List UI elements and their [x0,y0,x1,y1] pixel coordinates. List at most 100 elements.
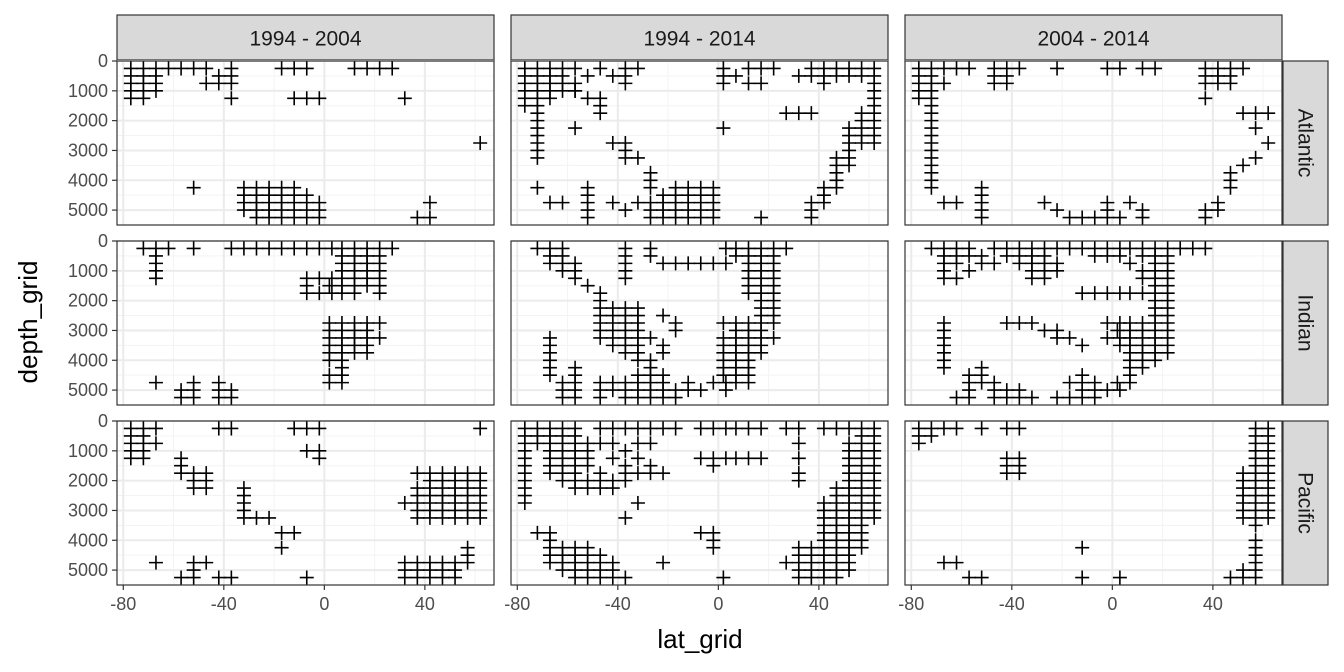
data-point [987,241,1002,256]
data-point [668,390,683,405]
data-point [136,241,151,256]
data-point [618,390,633,405]
data-point [706,540,721,555]
data-point [656,390,671,405]
data-point [1261,106,1276,121]
data-point [186,570,201,585]
data-point [754,76,769,91]
data-point [1135,286,1150,301]
data-point [473,136,488,150]
data-point [779,106,794,121]
data-point [174,570,189,585]
data-point [1075,286,1090,301]
data-point [1050,263,1065,278]
data-point [754,345,769,360]
data-point [1223,180,1238,195]
data-point [274,540,289,555]
panel-background [905,421,1282,585]
data-point [530,436,545,451]
panel-border [510,420,889,586]
panel-border [904,240,1283,406]
data-point [410,510,425,525]
data-point [123,451,138,466]
data-point [460,555,475,570]
data-point [716,76,731,91]
data-point [829,570,844,585]
data-point [974,421,989,436]
data-point [236,510,251,525]
data-point [618,443,633,458]
facet-panel [510,240,889,406]
x-tick-label: 0 [1107,594,1117,614]
data-point [936,76,951,91]
x-tick-label: -80 [504,594,530,614]
data-point [174,61,189,76]
data-point [643,421,658,436]
data-point [287,421,302,436]
data-point [854,540,869,555]
data-point [630,390,645,405]
data-point [542,368,557,383]
data-point [1248,121,1263,136]
data-point [791,436,806,451]
panel-background [117,241,494,405]
data-point [766,61,781,76]
data-point [716,316,731,330]
data-point [530,180,545,195]
data-point [681,256,696,271]
data-point [1248,570,1263,585]
data-point [542,91,557,106]
data-point [312,451,327,466]
data-point [385,241,400,256]
data-point [174,466,189,481]
facet-panel [116,420,495,586]
y-tick-label: 4000 [68,530,108,550]
panel-border [904,60,1283,226]
facet-panel [116,240,495,406]
data-point [322,353,337,368]
panel-background [905,241,1282,405]
data-point [410,570,425,585]
data-point [312,241,327,256]
facet-panel [116,60,495,226]
data-point [630,195,645,210]
facet-label-row: Pacific [1294,472,1317,534]
data-point [148,555,163,570]
data-point [568,570,583,585]
data-point [1100,248,1115,263]
data-point [643,436,658,451]
y-axis-title: depth_grid [13,261,43,384]
data-point [555,563,570,578]
data-point [1050,203,1065,218]
y-tick-label: 2000 [68,111,108,131]
data-point [593,421,608,436]
data-point [1037,195,1052,210]
data-point [1122,241,1137,256]
data-point [804,106,819,121]
data-point [962,570,977,585]
data-point [949,61,964,76]
data-point [1248,518,1263,533]
y-tick-label: 1000 [68,261,108,281]
data-point [643,180,658,195]
data-point [668,256,683,271]
data-point [1135,248,1150,263]
data-point [728,451,743,466]
data-point [224,241,239,256]
data-point [435,570,450,585]
facet-panel [510,60,889,226]
data-point [360,61,375,76]
y-tick-label: 5000 [68,380,108,400]
data-point [593,436,608,451]
data-point [656,466,671,481]
data-point [936,195,951,210]
data-point [936,555,951,570]
data-point [924,241,939,256]
data-point [1075,540,1090,555]
data-point [630,436,645,451]
data-point [656,345,671,360]
data-point [224,390,239,405]
data-point [593,481,608,496]
data-point [693,525,708,540]
data-point [949,195,964,210]
